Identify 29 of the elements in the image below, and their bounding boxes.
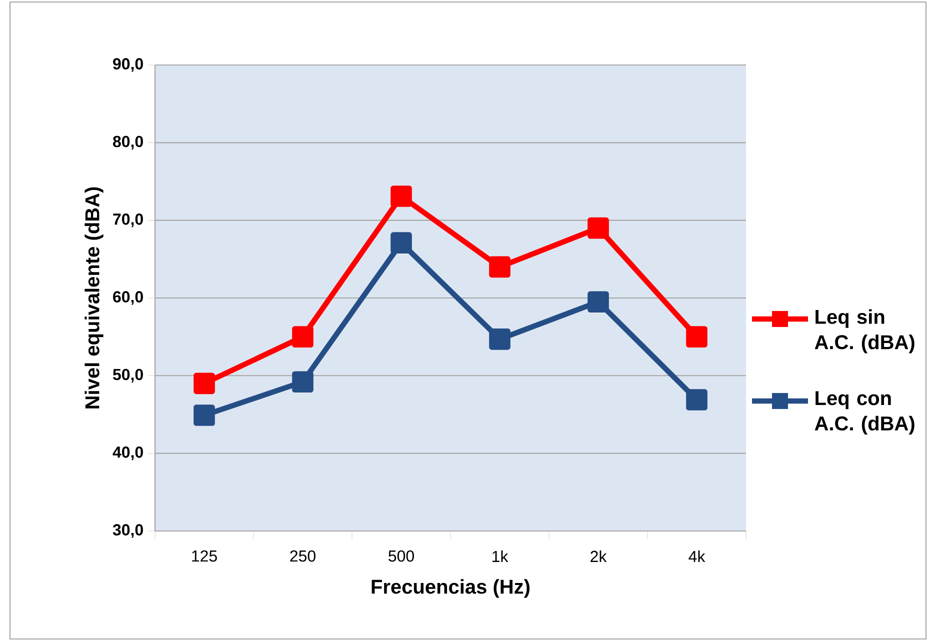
legend-label: Leq sin A.C. (dBA) xyxy=(814,309,914,354)
point xyxy=(194,404,215,426)
y-tick-label: 70,0 xyxy=(113,214,143,228)
y-tick-label: 80,0 xyxy=(112,136,143,150)
point xyxy=(489,256,510,278)
x-tick-label: 4k xyxy=(688,550,706,562)
point xyxy=(390,232,412,254)
point xyxy=(390,186,412,207)
legend-label: Leq con A.C. (dBA) xyxy=(814,391,914,434)
y-tick-label: 90,0 xyxy=(113,58,143,72)
point xyxy=(588,217,609,239)
point xyxy=(292,326,314,348)
y-axis-title: Nivel equivalente (dBA) xyxy=(84,187,104,408)
point xyxy=(194,372,215,394)
point xyxy=(588,291,609,313)
x-tick-label: 500 xyxy=(388,550,414,562)
x-tick-label: 1k xyxy=(492,550,508,562)
y-tick-label: 60,0 xyxy=(113,291,143,305)
point xyxy=(686,326,708,348)
x-axis-title: Frecuencias (Hz) xyxy=(372,579,530,598)
y-tick-label: 30,0 xyxy=(112,524,143,538)
x-tick-label: 125 xyxy=(192,550,217,562)
y-tick-label: 50,0 xyxy=(112,368,143,382)
point xyxy=(489,328,510,350)
point xyxy=(686,389,708,410)
x-tick-label: 250 xyxy=(290,550,316,562)
x-tick-label: 2k xyxy=(590,550,607,562)
point xyxy=(292,371,314,393)
y-tick-label: 40,0 xyxy=(112,446,143,460)
